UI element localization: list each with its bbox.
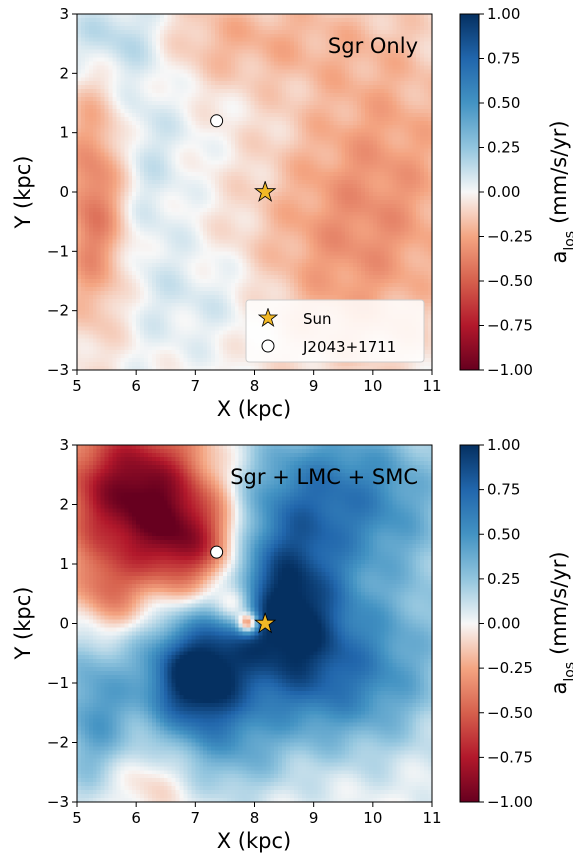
x-axis-label: X (kpc) — [217, 829, 291, 853]
x-tick-label: 10 — [363, 809, 382, 827]
colorbar-label: alos(mm/s/yr) — [547, 551, 573, 694]
x-axis-label: X (kpc) — [217, 397, 291, 421]
panel-sgr-lmc-smc: Sgr + LMC + SMC 5 6 7 8 9 10 11 X (kpc) 3210−1… — [11, 436, 573, 853]
colorbar-tick-label: −1.00 — [487, 793, 533, 811]
colorbar: 1.00 0.75 0.50 0.25 0.00 −0.25 −0.50 −0.75 −1.00… — [459, 436, 573, 811]
x-tick-label: 11 — [422, 377, 441, 395]
colorbar-tick-label: −0.75 — [487, 317, 533, 335]
colorbar-gradient — [459, 444, 480, 803]
colorbar-gradient — [459, 13, 480, 371]
colorbar-tick-label: 0.00 — [487, 615, 520, 633]
y-tick-label: 2 — [59, 64, 69, 82]
y-tick-label: 0 — [59, 615, 69, 633]
x-axis: 5 6 7 8 9 10 11 X (kpc) — [72, 370, 442, 421]
y-axis: 3 2 1 0 −1 −2 −3 Y (kpc) — [11, 436, 77, 811]
colorbar-tick-label: 0.75 — [487, 481, 520, 499]
x-tick-label: 8 — [250, 377, 260, 395]
y-tick-label: 1 — [59, 555, 69, 573]
colorbar-tick-label: 0.25 — [487, 570, 520, 588]
y-tick-label: 2 — [59, 496, 69, 514]
pulsar-circle-marker — [210, 114, 224, 128]
colorbar-tick-label: 1.00 — [487, 436, 520, 454]
pulsar-circle-marker — [210, 545, 224, 559]
x-tick-label: 9 — [309, 377, 319, 395]
y-tick-label: 3 — [59, 5, 69, 23]
panel-title: Sgr Only — [328, 34, 418, 58]
colorbar-tick-label: −0.75 — [487, 748, 533, 766]
legend-pulsar-circle-icon — [261, 339, 275, 353]
colorbar-tick-label: −0.50 — [487, 272, 533, 290]
legend-sun-label: Sun — [303, 310, 332, 328]
y-tick-label: −3 — [47, 793, 69, 811]
x-axis: 5 6 7 8 9 10 11 X (kpc) — [72, 802, 442, 853]
y-tick-label: 0 — [59, 183, 69, 201]
colorbar-tick-label: 1.00 — [487, 5, 520, 23]
colorbar-tick-label: −0.25 — [487, 659, 533, 677]
y-tick-label: 3 — [59, 436, 69, 454]
legend-box — [245, 299, 425, 363]
x-tick-label: 8 — [250, 809, 260, 827]
x-tick-label: 5 — [72, 809, 82, 827]
colorbar-tick-label: 0.75 — [487, 50, 520, 68]
y-tick-label: 1 — [59, 124, 69, 142]
y-tick-label: −3 — [47, 361, 69, 379]
colorbar-tick-label: 0.25 — [487, 139, 520, 157]
x-tick-label: 7 — [191, 377, 201, 395]
y-tick-label: −1 — [47, 242, 69, 260]
colorbar-tick-label: 0.50 — [487, 94, 520, 112]
panel-title: Sgr + LMC + SMC — [230, 465, 418, 489]
x-tick-label: 11 — [422, 809, 441, 827]
y-axis-label: Y (kpc) — [11, 156, 35, 230]
y-axis-label: Y (kpc) — [11, 587, 35, 661]
y-tick-label: −2 — [47, 302, 69, 320]
colorbar-tick-label: −1.00 — [487, 361, 533, 379]
colorbar-tick-label: −0.25 — [487, 228, 533, 246]
colorbar-tick-label: −0.50 — [487, 704, 533, 722]
colorbar-tick-label: 0.50 — [487, 525, 520, 543]
x-tick-label: 7 — [191, 809, 201, 827]
legend: Sun J2043+1711 — [245, 299, 425, 363]
y-tick-label: −1 — [47, 674, 69, 692]
heatmap-image — [77, 445, 432, 802]
colorbar-tick-label: 0.00 — [487, 183, 520, 201]
y-tick-label: −2 — [47, 734, 69, 752]
x-tick-label: 9 — [309, 809, 319, 827]
x-tick-label: 6 — [131, 809, 141, 827]
x-tick-label: 10 — [363, 377, 382, 395]
x-tick-label: 6 — [131, 377, 141, 395]
colorbar: 1.00 0.75 0.50 0.25 0.00 −0.25 −0.50 −0.75 −1.00… — [459, 5, 573, 379]
y-axis: 3 2 1 0 −1 −2 −3 Y (kpc) — [11, 5, 77, 379]
x-tick-label: 5 — [72, 377, 82, 395]
colorbar-label: alos(mm/s/yr) — [547, 120, 573, 263]
legend-pulsar-label: J2043+1711 — [302, 338, 396, 356]
